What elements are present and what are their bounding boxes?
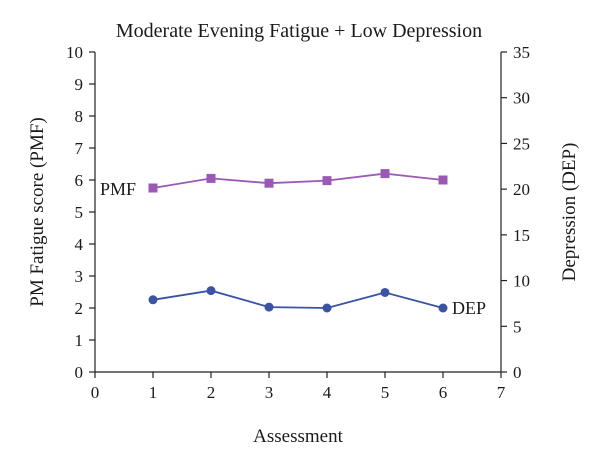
y-tick-label-right: 35 bbox=[513, 43, 530, 62]
x-tick-label: 7 bbox=[497, 383, 506, 402]
data-point-pmf bbox=[148, 183, 158, 193]
y-tick-label-right: 0 bbox=[513, 363, 522, 382]
data-point-dep bbox=[264, 302, 274, 312]
data-point-pmf bbox=[264, 178, 274, 188]
y-axis-label-right: Depression (DEP) bbox=[559, 143, 580, 282]
y-tick-label-left: 5 bbox=[75, 203, 84, 222]
x-tick-label: 2 bbox=[207, 383, 216, 402]
series-line-dep bbox=[152, 289, 444, 309]
y-tick-label-left: 2 bbox=[75, 299, 84, 318]
data-point-pmf bbox=[206, 173, 216, 183]
y-tick-label-right: 10 bbox=[513, 272, 530, 291]
x-axis-label: Assessment bbox=[253, 426, 343, 447]
y-tick-label-right: 5 bbox=[513, 317, 522, 336]
y-tick-label-left: 3 bbox=[75, 267, 84, 286]
data-point-pmf bbox=[380, 169, 390, 179]
y-tick-label-left: 1 bbox=[75, 331, 84, 350]
y-tick-label-left: 10 bbox=[66, 43, 83, 62]
y-axis-label-left: PM Fatigue score (PMF) bbox=[27, 117, 48, 306]
y-tick-label-left: 4 bbox=[75, 235, 84, 254]
series-label-dep: DEP bbox=[452, 298, 486, 318]
series-line-pmf bbox=[152, 172, 444, 189]
data-point-dep bbox=[380, 287, 390, 297]
data-point-dep bbox=[148, 295, 158, 305]
y-tick-label-right: 25 bbox=[513, 134, 530, 153]
series-label-pmf: PMF bbox=[100, 179, 136, 199]
y-tick-label-right: 15 bbox=[513, 226, 530, 245]
x-tick-label: 6 bbox=[439, 383, 448, 402]
x-tick-label: 5 bbox=[381, 383, 390, 402]
x-tick-label: 4 bbox=[323, 383, 332, 402]
y-tick-label-left: 9 bbox=[75, 75, 84, 94]
y-tick-label-right: 20 bbox=[513, 180, 530, 199]
series-lines bbox=[152, 172, 444, 309]
y-tick-label-left: 0 bbox=[75, 363, 84, 382]
chart-title: Moderate Evening Fatigue + Low Depressio… bbox=[116, 20, 482, 42]
x-tick-label: 0 bbox=[91, 383, 100, 402]
y-tick-label-left: 7 bbox=[75, 139, 84, 158]
series-points bbox=[148, 169, 448, 313]
y-tick-label-left: 8 bbox=[75, 107, 84, 126]
y-tick-label-left: 6 bbox=[75, 171, 84, 190]
data-point-pmf bbox=[322, 176, 332, 186]
x-tick-label: 3 bbox=[265, 383, 274, 402]
data-point-dep bbox=[206, 286, 216, 296]
y-tick-label-right: 30 bbox=[513, 89, 530, 108]
axes bbox=[94, 52, 502, 373]
data-point-dep bbox=[322, 303, 332, 313]
data-point-pmf bbox=[438, 175, 448, 185]
x-tick-label: 1 bbox=[149, 383, 158, 402]
data-point-dep bbox=[438, 303, 448, 313]
